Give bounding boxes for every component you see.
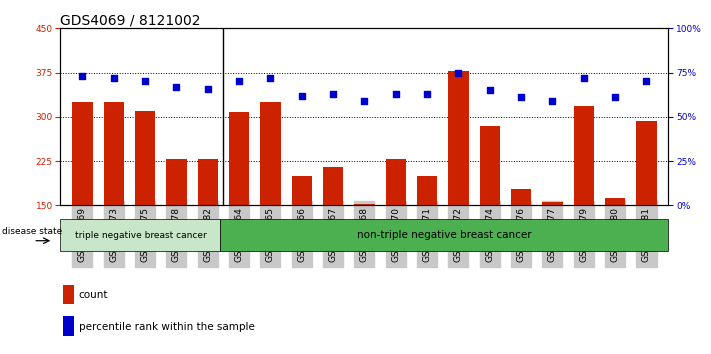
Bar — [636, 121, 656, 205]
Text: percentile rank within the sample: percentile rank within the sample — [79, 322, 255, 332]
Bar — [574, 106, 594, 205]
Point — [359, 98, 370, 104]
Bar — [417, 176, 437, 205]
Point — [77, 73, 88, 79]
Point — [108, 75, 119, 81]
Bar — [479, 126, 500, 205]
Bar — [292, 176, 312, 205]
Bar — [448, 71, 469, 205]
Point — [484, 87, 496, 93]
Bar — [63, 316, 75, 336]
Bar — [63, 285, 75, 304]
Point — [390, 91, 402, 97]
Point — [547, 98, 558, 104]
Text: count: count — [79, 290, 108, 300]
Bar — [135, 111, 155, 205]
Bar — [354, 204, 375, 205]
Point — [578, 75, 589, 81]
Bar — [511, 189, 531, 205]
Point — [202, 86, 213, 91]
Point — [515, 95, 527, 100]
Point — [327, 91, 338, 97]
Point — [453, 70, 464, 75]
Bar — [605, 198, 625, 205]
Bar — [260, 102, 281, 205]
Point — [139, 79, 151, 84]
Point — [641, 79, 652, 84]
Text: triple negative breast cancer: triple negative breast cancer — [75, 231, 206, 240]
Point — [171, 84, 182, 90]
Bar — [104, 102, 124, 205]
Point — [233, 79, 245, 84]
Bar — [229, 112, 250, 205]
FancyBboxPatch shape — [220, 219, 668, 251]
Point — [609, 95, 621, 100]
Bar — [166, 159, 186, 205]
Point — [296, 93, 307, 98]
Bar — [73, 102, 92, 205]
Text: GDS4069 / 8121002: GDS4069 / 8121002 — [60, 13, 201, 27]
Bar — [385, 159, 406, 205]
Bar — [198, 159, 218, 205]
Point — [264, 75, 276, 81]
Bar — [323, 167, 343, 205]
Text: disease state: disease state — [2, 227, 63, 236]
Point — [422, 91, 433, 97]
Text: non-triple negative breast cancer: non-triple negative breast cancer — [357, 230, 532, 240]
Bar — [542, 202, 562, 205]
FancyBboxPatch shape — [60, 219, 220, 251]
